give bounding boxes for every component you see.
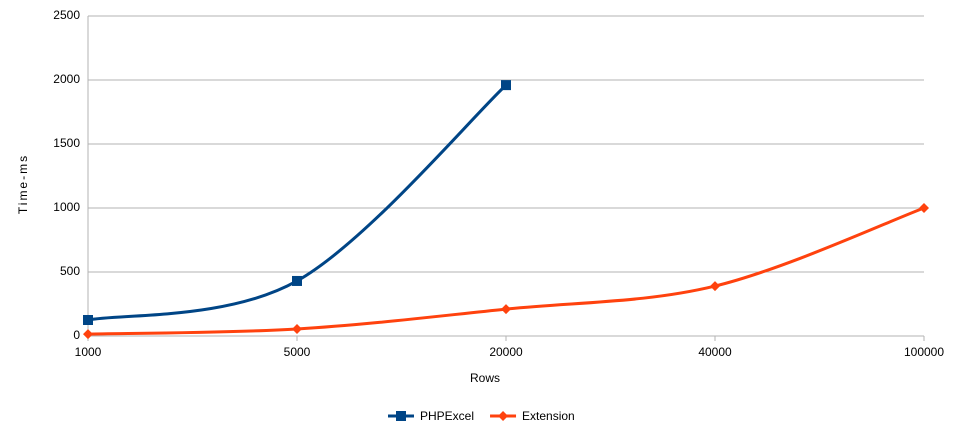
x-tick-label: 20000: [489, 345, 523, 359]
y-tick-label: 500: [60, 264, 80, 278]
marker: [501, 304, 511, 315]
marker: [292, 323, 302, 334]
marker: [501, 80, 511, 91]
series-line: [87, 84, 508, 322]
x-tick-label: 1000: [75, 345, 102, 359]
x-tick-label: 100000: [904, 345, 944, 359]
y-tick-label: 2000: [53, 72, 80, 86]
legend-label: Extension: [522, 409, 575, 423]
x-tick-label: 5000: [284, 345, 311, 359]
marker: [83, 315, 93, 325]
marker: [83, 329, 93, 340]
y-tick-label: 0: [73, 328, 80, 342]
x-axis-title: Rows: [470, 371, 500, 385]
marker: [292, 275, 302, 286]
y-tick-label: 2500: [53, 8, 80, 22]
y-axis-title: Time-ms: [16, 154, 30, 214]
legend-label: PHPExcel: [420, 409, 474, 423]
marker: [710, 281, 720, 292]
y-tick-label: 1000: [53, 200, 80, 214]
marker: [396, 411, 406, 421]
series-line: [87, 206, 925, 336]
y-tick-label: 1500: [53, 136, 80, 150]
x-tick-label: 40000: [698, 345, 732, 359]
marker: [919, 203, 929, 213]
marker: [498, 411, 509, 421]
